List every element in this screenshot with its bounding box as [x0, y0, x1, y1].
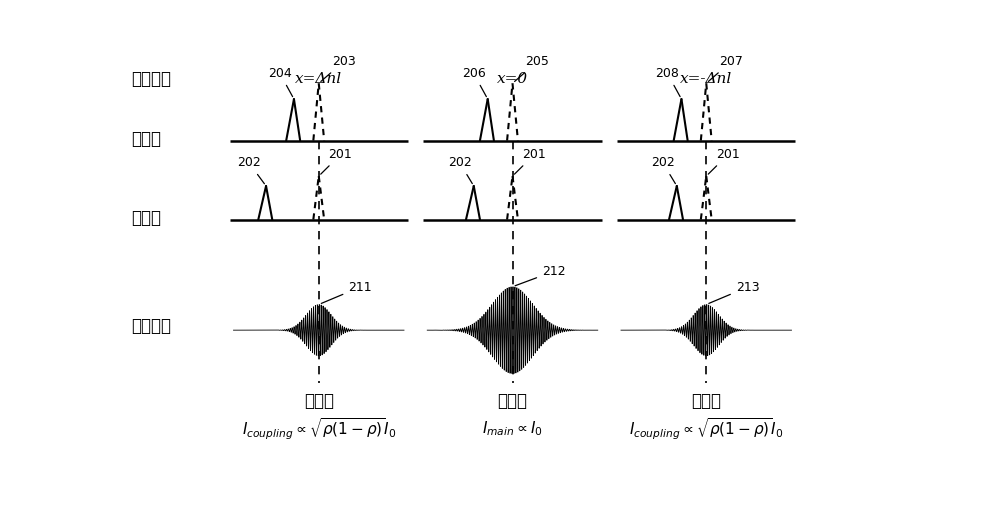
- Text: 205: 205: [515, 55, 549, 82]
- Text: 201: 201: [514, 148, 546, 174]
- Text: 201: 201: [708, 148, 740, 174]
- Text: 202: 202: [651, 156, 675, 184]
- Text: 扫描光程: 扫描光程: [131, 70, 171, 88]
- Text: 202: 202: [237, 156, 264, 184]
- Text: 次极大: 次极大: [304, 392, 334, 410]
- Text: 固定臂: 固定臂: [131, 209, 161, 227]
- Text: $I_{coupling} \propto \sqrt{\rho(1-\rho)}I_0$: $I_{coupling} \propto \sqrt{\rho(1-\rho)…: [629, 416, 783, 442]
- Text: 201: 201: [321, 148, 352, 174]
- Text: 干涉信号: 干涉信号: [131, 317, 171, 335]
- Text: 208: 208: [656, 67, 680, 96]
- Text: 203: 203: [321, 55, 355, 82]
- Text: 202: 202: [448, 156, 472, 184]
- Text: 次极大: 次极大: [691, 392, 721, 410]
- Text: 212: 212: [515, 265, 566, 286]
- Text: 213: 213: [709, 281, 759, 303]
- Text: $I_{coupling} \propto \sqrt{\rho(1-\rho)}I_0$: $I_{coupling} \propto \sqrt{\rho(1-\rho)…: [242, 416, 396, 442]
- Text: x=-Δnl: x=-Δnl: [680, 72, 732, 86]
- Text: x=Δnl: x=Δnl: [295, 72, 342, 86]
- Text: $I_{main} \propto I_0$: $I_{main} \propto I_0$: [482, 420, 543, 438]
- Text: 206: 206: [462, 67, 486, 96]
- Text: 扫描臂: 扫描臂: [131, 130, 161, 148]
- Text: 204: 204: [268, 67, 293, 96]
- Text: 211: 211: [321, 281, 372, 303]
- Text: 主极大: 主极大: [498, 392, 528, 410]
- Text: x=0: x=0: [497, 72, 528, 86]
- Text: 207: 207: [708, 55, 743, 82]
